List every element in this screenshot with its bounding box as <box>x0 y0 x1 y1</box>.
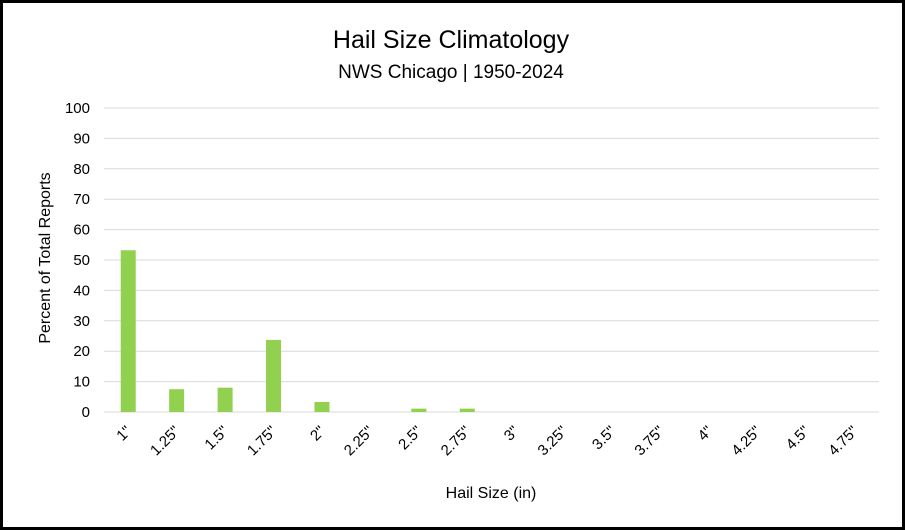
x-tick-label: 1" <box>113 423 135 445</box>
x-tick-label: 1.5" <box>201 423 232 454</box>
x-tick-label: 4" <box>695 423 717 445</box>
bar <box>314 401 330 412</box>
chart-subtitle: NWS Chicago | 1950-2024 <box>338 62 564 83</box>
x-tick-label: 2.75" <box>438 423 474 459</box>
x-tick-label: 2" <box>307 423 329 445</box>
gridlines <box>104 107 879 413</box>
y-tick-label: 60 <box>73 222 90 239</box>
y-tick-label: 30 <box>73 313 90 330</box>
y-tick-label: 50 <box>73 252 90 269</box>
bars <box>120 250 475 412</box>
hail-size-chart: Hail Size Climatology NWS Chicago | 1950… <box>37 26 879 502</box>
y-tick-label: 90 <box>73 130 90 147</box>
bar <box>411 408 427 412</box>
bar <box>266 339 282 412</box>
x-axis-title: Hail Size (in) <box>446 485 537 502</box>
x-tick-label: 3.5" <box>589 423 620 454</box>
bar <box>217 387 233 412</box>
y-tick-label: 70 <box>73 191 90 208</box>
x-tick-label: 4.75" <box>825 423 861 459</box>
x-tick-label: 4.25" <box>728 423 764 459</box>
x-axis-ticks: 1" 1.25" 1.5" 1.75" 2" 2.25" 2.5" 2.75" 3" 3.25" 3… <box>113 423 861 459</box>
y-tick-label: 20 <box>73 343 90 360</box>
x-tick-label: 2.5" <box>395 423 426 454</box>
y-tick-label: 0 <box>82 404 90 421</box>
y-axis-ticks: 0 10 20 30 40 50 60 70 80 90 100 <box>65 100 90 421</box>
x-tick-label: 3.25" <box>535 423 571 459</box>
y-tick-label: 80 <box>73 161 90 178</box>
x-tick-label: 2.25" <box>341 423 377 459</box>
y-tick-label: 40 <box>73 282 90 299</box>
bar <box>459 408 475 412</box>
bar <box>169 389 185 412</box>
x-tick-label: 3" <box>501 423 523 445</box>
x-tick-label: 3.75" <box>631 423 667 459</box>
y-tick-label: 100 <box>65 100 90 117</box>
chart-title: Hail Size Climatology <box>333 26 570 54</box>
x-tick-label: 1.25" <box>147 423 183 459</box>
y-axis-title: Percent of Total Reports <box>37 172 54 343</box>
x-tick-label: 4.5" <box>783 423 814 454</box>
bar <box>120 250 136 412</box>
y-tick-label: 10 <box>73 374 90 391</box>
x-tick-label: 1.75" <box>244 423 280 459</box>
